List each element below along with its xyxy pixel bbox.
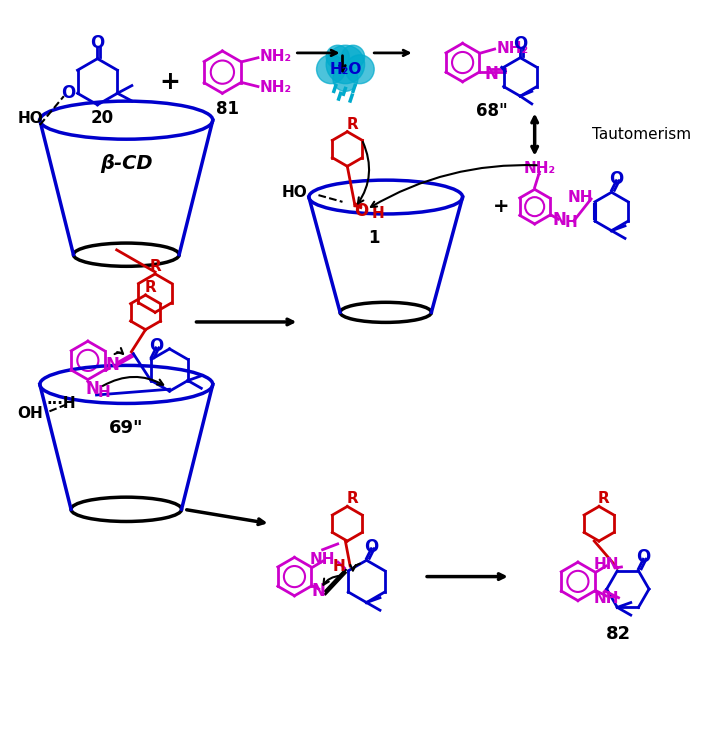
Text: Tautomerism: Tautomerism xyxy=(592,127,691,142)
Text: H: H xyxy=(564,215,577,230)
Text: NH₂: NH₂ xyxy=(260,50,292,64)
Text: NH: NH xyxy=(310,552,335,567)
Text: H: H xyxy=(333,559,345,574)
Text: H: H xyxy=(372,206,384,221)
Text: R: R xyxy=(346,116,358,132)
Text: NH₂: NH₂ xyxy=(496,41,529,56)
Text: R: R xyxy=(346,491,358,506)
Text: O: O xyxy=(149,337,163,355)
Text: NH₂: NH₂ xyxy=(260,80,292,95)
Text: NH: NH xyxy=(593,591,619,606)
Text: O: O xyxy=(513,36,527,53)
Text: O: O xyxy=(609,169,623,188)
Text: O: O xyxy=(364,538,379,556)
Circle shape xyxy=(345,55,374,84)
Text: O: O xyxy=(354,203,369,221)
Text: +: + xyxy=(159,70,180,94)
Text: N: N xyxy=(552,211,566,229)
Text: R: R xyxy=(145,280,156,295)
Text: H₂O: H₂O xyxy=(329,61,362,77)
Text: ···H: ···H xyxy=(46,396,76,411)
Text: NH₂: NH₂ xyxy=(523,161,556,175)
Text: HO: HO xyxy=(281,185,307,200)
Text: ··: ·· xyxy=(536,170,543,180)
Text: N: N xyxy=(86,380,99,398)
Text: 82: 82 xyxy=(605,625,631,643)
Text: O: O xyxy=(90,34,105,53)
Text: NH: NH xyxy=(568,189,593,204)
Text: HN: HN xyxy=(593,556,619,571)
Text: OH: OH xyxy=(17,406,43,421)
Circle shape xyxy=(326,45,364,84)
Text: N: N xyxy=(485,65,498,83)
Circle shape xyxy=(342,45,364,68)
Circle shape xyxy=(333,67,358,91)
Text: O: O xyxy=(636,548,650,566)
Text: 81: 81 xyxy=(216,100,239,118)
Text: N: N xyxy=(105,356,119,374)
Text: H: H xyxy=(98,385,111,400)
Text: HO: HO xyxy=(17,111,43,126)
Text: 69": 69" xyxy=(109,419,143,437)
Text: +: + xyxy=(493,197,509,216)
Text: 20: 20 xyxy=(91,110,114,127)
Text: R: R xyxy=(150,259,161,274)
Text: 1: 1 xyxy=(369,229,380,247)
Circle shape xyxy=(326,45,350,68)
Text: β-CD: β-CD xyxy=(100,154,152,173)
Text: 68": 68" xyxy=(476,101,508,120)
Text: N: N xyxy=(312,582,325,600)
Text: R: R xyxy=(598,491,610,506)
Text: O: O xyxy=(61,84,75,102)
Circle shape xyxy=(316,55,345,84)
